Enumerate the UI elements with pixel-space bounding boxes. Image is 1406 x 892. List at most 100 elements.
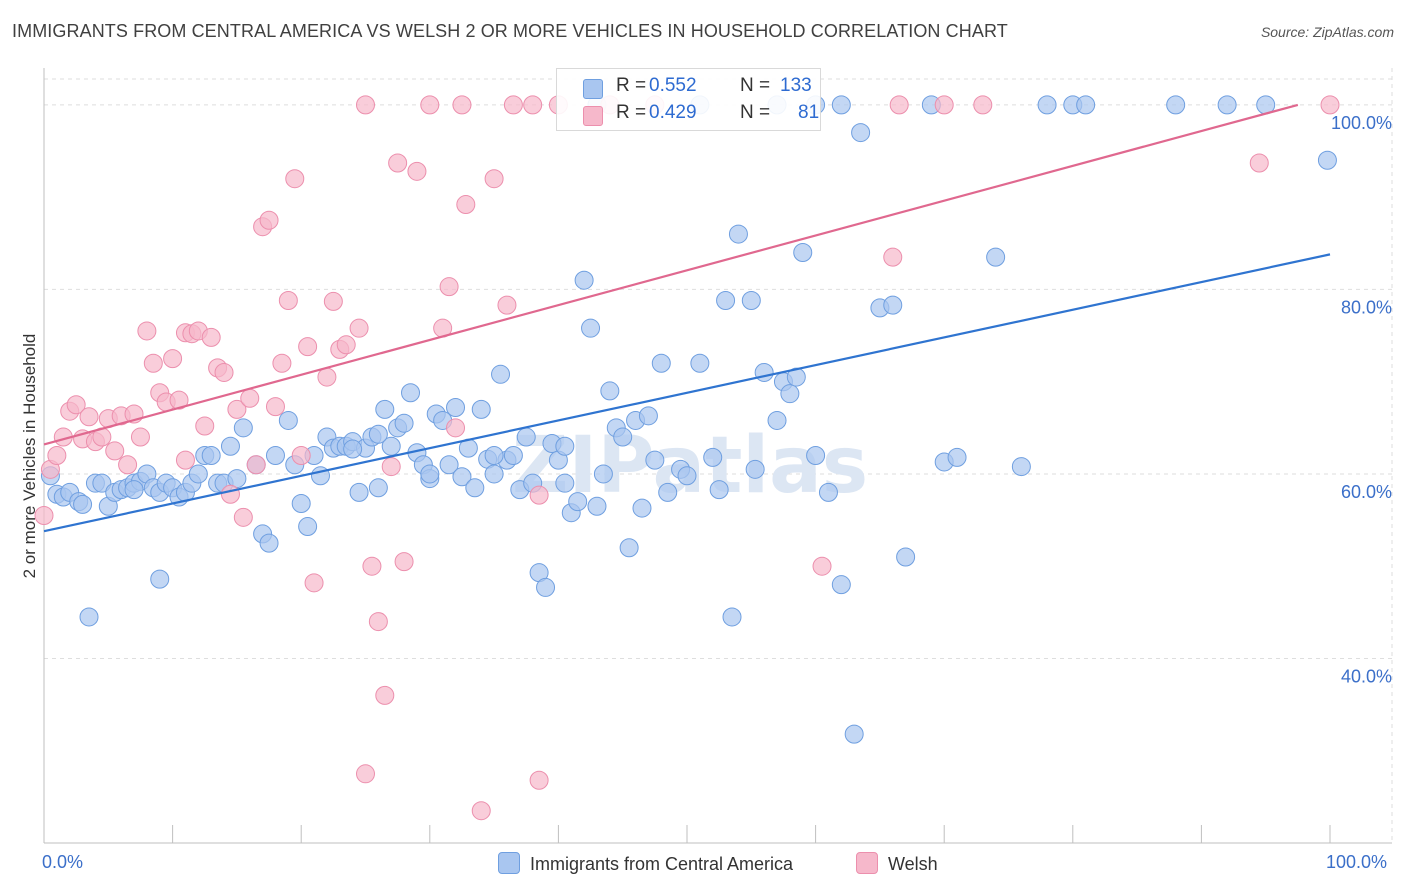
legend-r-value: 0.429 <box>649 102 697 123</box>
legend-n-label: N = <box>740 102 771 123</box>
data-point-immigrants <box>471 399 491 419</box>
data-point-immigrants <box>381 436 401 456</box>
data-point-immigrants <box>278 410 298 430</box>
data-point-welsh <box>291 446 311 465</box>
data-point-immigrants <box>806 446 826 465</box>
data-point-welsh <box>317 367 337 387</box>
data-point-immigrants <box>947 447 967 467</box>
data-point-immigrants <box>1166 95 1186 115</box>
data-point-immigrants <box>298 517 318 537</box>
data-point-immigrants <box>1011 457 1031 477</box>
data-point-immigrants <box>619 538 639 558</box>
data-point-immigrants <box>401 383 421 403</box>
data-point-welsh <box>278 291 298 310</box>
data-point-immigrants <box>484 446 504 465</box>
data-point-immigrants <box>638 406 658 426</box>
data-point-immigrants <box>793 243 813 263</box>
data-point-immigrants <box>745 459 765 479</box>
data-point-immigrants <box>368 424 388 444</box>
data-point-immigrants <box>394 413 414 433</box>
source-credit: Source: ZipAtlas.com <box>1260 24 1394 40</box>
data-point-immigrants <box>1217 95 1237 115</box>
legend-swatch-blue <box>583 79 603 99</box>
y-tick-label: 40.0% <box>1341 666 1392 686</box>
data-point-immigrants <box>581 318 601 338</box>
bottom-legend-label: Immigrants from Central America <box>530 854 794 874</box>
correlation-legend: R = 0.552 N = 133 R = 0.429 N = 81 <box>556 68 821 131</box>
data-point-immigrants <box>79 607 99 627</box>
trend-line-welsh <box>43 103 1299 446</box>
data-point-welsh <box>368 612 388 632</box>
data-point-immigrants <box>593 464 613 484</box>
data-point-welsh <box>105 441 125 461</box>
legend-swatch-pink <box>583 106 603 126</box>
legend-n-value: 81 <box>798 102 820 123</box>
data-point-welsh <box>456 195 476 215</box>
data-point-welsh <box>388 153 408 173</box>
data-point-welsh <box>201 327 221 347</box>
data-point-immigrants <box>677 466 697 486</box>
data-point-welsh <box>137 321 157 341</box>
data-point-immigrants <box>703 447 723 467</box>
data-point-immigrants <box>568 492 588 512</box>
data-point-immigrants <box>73 494 93 514</box>
data-point-welsh <box>503 95 523 115</box>
data-point-welsh <box>446 418 466 438</box>
data-point-immigrants <box>188 464 208 484</box>
data-point-immigrants <box>690 353 710 373</box>
y-tick-label: 60.0% <box>1341 482 1392 502</box>
data-point-immigrants <box>201 446 221 465</box>
data-point-welsh <box>484 169 504 189</box>
data-point-welsh <box>240 388 260 408</box>
data-point-immigrants <box>831 95 851 115</box>
data-point-immigrants <box>600 381 620 401</box>
data-point-welsh <box>227 399 247 419</box>
data-point-immigrants <box>92 473 112 493</box>
data-point-welsh <box>143 353 163 373</box>
data-point-immigrants <box>1076 95 1096 115</box>
legend-n-label: N = <box>740 75 771 96</box>
data-point-immigrants <box>465 478 485 498</box>
data-point-immigrants <box>651 353 671 373</box>
bottom-legend-swatch-blue <box>498 852 520 874</box>
bottom-legend-immigrants: Immigrants from Central America <box>498 852 793 875</box>
data-point-welsh <box>285 169 305 189</box>
data-point-welsh <box>375 685 395 705</box>
data-point-immigrants <box>645 450 665 470</box>
data-point-immigrants <box>613 427 633 447</box>
data-point-immigrants <box>446 398 466 418</box>
data-point-welsh <box>233 507 253 527</box>
data-point-immigrants <box>343 439 363 459</box>
data-point-welsh <box>523 95 543 115</box>
data-point-welsh <box>336 335 356 355</box>
data-point-immigrants <box>780 384 800 404</box>
data-point-immigrants <box>896 547 916 567</box>
axes <box>43 68 1392 844</box>
data-point-welsh <box>394 552 414 572</box>
data-point-immigrants <box>420 464 440 484</box>
data-point-immigrants <box>150 569 170 589</box>
data-point-immigrants <box>883 295 903 315</box>
data-point-immigrants <box>516 427 536 447</box>
data-point-welsh <box>175 450 195 470</box>
data-point-welsh <box>381 457 401 477</box>
data-point-welsh <box>163 349 183 369</box>
data-point-welsh <box>889 95 909 115</box>
data-point-welsh <box>1320 95 1340 115</box>
trend-lines <box>43 103 1331 533</box>
data-point-immigrants <box>851 123 871 143</box>
data-point-immigrants <box>709 480 729 500</box>
data-point-immigrants <box>844 724 864 744</box>
data-point-immigrants <box>1037 95 1057 115</box>
legend-r-value: 0.552 <box>649 75 697 96</box>
data-point-immigrants <box>503 446 523 465</box>
data-point-welsh <box>34 505 54 525</box>
data-point-welsh <box>195 416 215 436</box>
data-point-welsh <box>471 801 491 821</box>
data-point-welsh <box>362 556 382 576</box>
bottom-legend-swatch-pink <box>856 852 878 874</box>
data-point-welsh <box>272 353 292 373</box>
data-point-welsh <box>452 95 472 115</box>
data-point-immigrants <box>716 291 736 310</box>
